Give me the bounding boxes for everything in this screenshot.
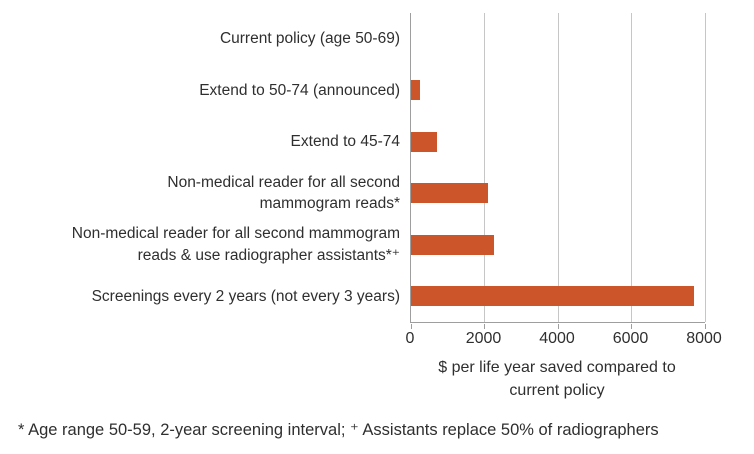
category-axis: Current policy (age 50-69) Extend to 50-7… xyxy=(0,13,400,322)
bar xyxy=(411,183,489,204)
x-axis-tick-labels: 0 2000 4000 6000 8000 xyxy=(406,330,722,350)
category-label: Extend to 45-74 xyxy=(290,133,400,151)
bar xyxy=(411,80,421,101)
x-tick-label: 4000 xyxy=(539,330,575,347)
plot-area xyxy=(410,13,706,329)
bar-row xyxy=(411,65,705,117)
x-tick-label: 0 xyxy=(405,330,415,347)
footnote: * Age range 50-59, 2-year screening inte… xyxy=(18,421,659,439)
bar-row xyxy=(411,271,705,323)
axis-tick xyxy=(410,324,412,329)
gridline xyxy=(557,13,559,322)
axis-tick xyxy=(704,324,706,329)
category-label: Screenings every 2 years (not every 3 ye… xyxy=(91,287,400,305)
gridline xyxy=(631,13,632,322)
category-label: Current policy (age 50-69) xyxy=(219,30,400,48)
bar xyxy=(411,131,437,152)
axis-tick xyxy=(631,324,632,329)
bar-row xyxy=(411,116,705,168)
gridline xyxy=(704,13,706,322)
axis-tick xyxy=(484,324,485,329)
x-tick-label: 2000 xyxy=(465,330,502,347)
bar-row xyxy=(411,13,705,65)
bar xyxy=(411,234,494,255)
bar-rows xyxy=(411,13,705,322)
x-tick-label: 6000 xyxy=(612,330,649,347)
x-tick-label: 8000 xyxy=(686,330,722,347)
bar xyxy=(411,286,694,307)
gridline xyxy=(484,13,485,322)
bar-row xyxy=(411,219,705,271)
category-label: Non-medical reader for all second mammog… xyxy=(71,225,400,264)
category-label: Extend to 50-74 (announced) xyxy=(199,81,400,99)
category-label: Non-medical reader for all second mammog… xyxy=(167,173,400,213)
bar-row xyxy=(411,168,705,220)
x-axis-title: $ per life year saved compared to curren… xyxy=(438,359,676,399)
axis-tick xyxy=(557,324,559,329)
